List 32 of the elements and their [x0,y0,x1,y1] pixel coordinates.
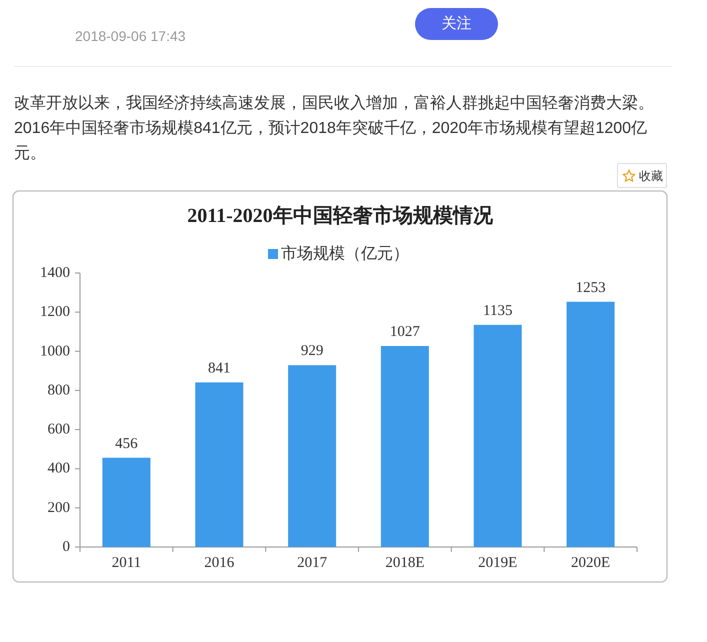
bar [380,346,429,547]
y-tick-label: 400 [48,460,70,477]
bar [474,324,522,547]
x-tick-label: 2016 [204,555,235,571]
data-label: 841 [208,360,230,376]
data-label: 929 [300,343,324,360]
text: 关注 [415,8,498,40]
data-label: 456 [115,436,138,452]
y-tick-label: 1200 [40,304,70,320]
y-tick-label: 1000 [40,343,70,360]
bar [102,458,150,547]
bar [288,365,336,547]
x-tick-label: 2017 [297,555,328,571]
y-tick-label: 200 [48,500,70,516]
text: 收藏 [639,168,663,185]
y-tick-label: 800 [48,382,70,398]
y-tick-label: 1400 [40,265,70,281]
x-tick-label: 2011 [112,555,142,571]
data-label: 1135 [483,302,512,319]
chart-title: 2011-2020年中国轻奢市场规模情况 [187,204,494,227]
data-label: 1253 [576,280,606,296]
text: 2018-09-06 17:43 [75,28,186,44]
y-tick-label: 0 [62,539,70,555]
legend-label: 市场规模（亿元） [281,244,409,262]
x-tick-label: 2020E [570,555,610,571]
y-tick-label: 600 [48,422,70,438]
bar [195,382,244,547]
x-tick-label: 2018E [385,555,425,571]
x-tick-label: 2019E [478,555,518,571]
text: 改革开放以来，我国经济持续高速发展，国民收入增加，富裕人群挑起中国轻奢消费大梁。2016年中国轻奢市场规模841亿元，预计2018年突破千亿，2020年市场规模有望超1200亿元。 [14,94,655,164]
data-label: 1027 [390,324,420,340]
bar [566,302,615,547]
